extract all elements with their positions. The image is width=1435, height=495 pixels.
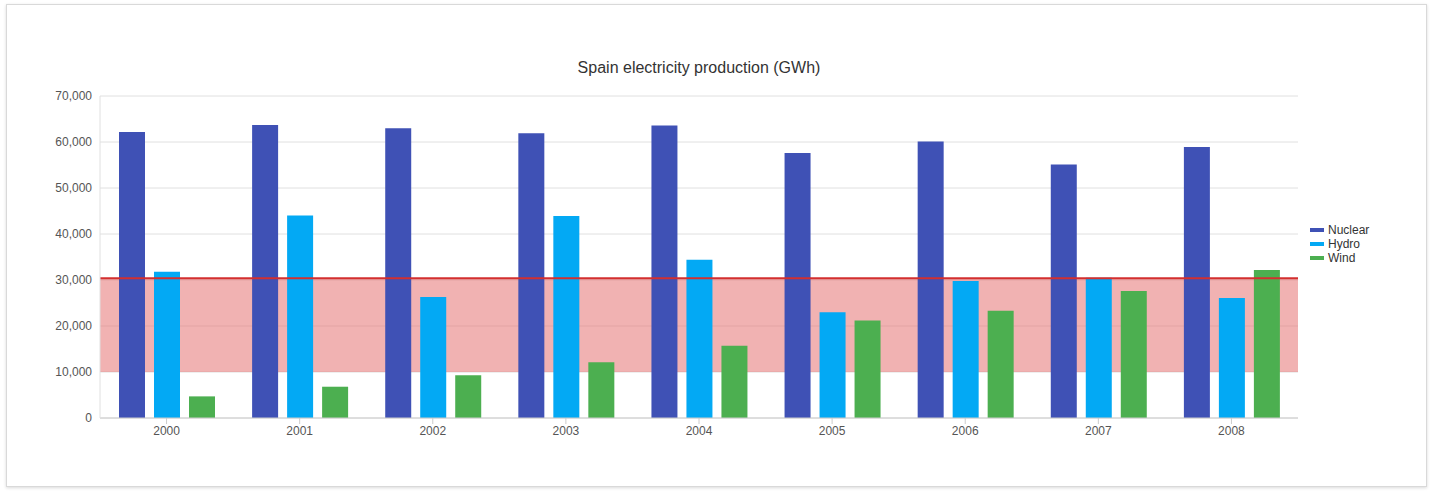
svg-text:2007: 2007 (1085, 424, 1112, 438)
html-text:Nuclear: Nuclear (1328, 223, 1370, 237)
html-text:Hydro: Hydro (1328, 237, 1360, 251)
svg-text:60,000: 60,000 (55, 135, 92, 149)
svg-text:10,000: 10,000 (55, 365, 92, 379)
svg-text:50,000: 50,000 (55, 181, 92, 195)
html-text:Wind: Wind (1328, 251, 1356, 265)
svg-text:30,000: 30,000 (55, 273, 92, 287)
svg-text:70,000: 70,000 (55, 89, 92, 103)
svg-text:2003: 2003 (553, 424, 580, 438)
svg-text:2001: 2001 (286, 424, 313, 438)
svg-text:40,000: 40,000 (55, 227, 92, 241)
svg-text:0: 0 (85, 411, 92, 425)
svg-text:2006: 2006 (952, 424, 979, 438)
svg-text:2000: 2000 (153, 424, 180, 438)
svg-text:2005: 2005 (819, 424, 846, 438)
svg-text:2004: 2004 (686, 424, 713, 438)
svg-text:2002: 2002 (419, 424, 446, 438)
html-text:Spain electricity production (: Spain electricity production (GWh) (577, 59, 821, 76)
svg-text:20,000: 20,000 (55, 319, 92, 333)
svg-text:2008: 2008 (1218, 424, 1245, 438)
